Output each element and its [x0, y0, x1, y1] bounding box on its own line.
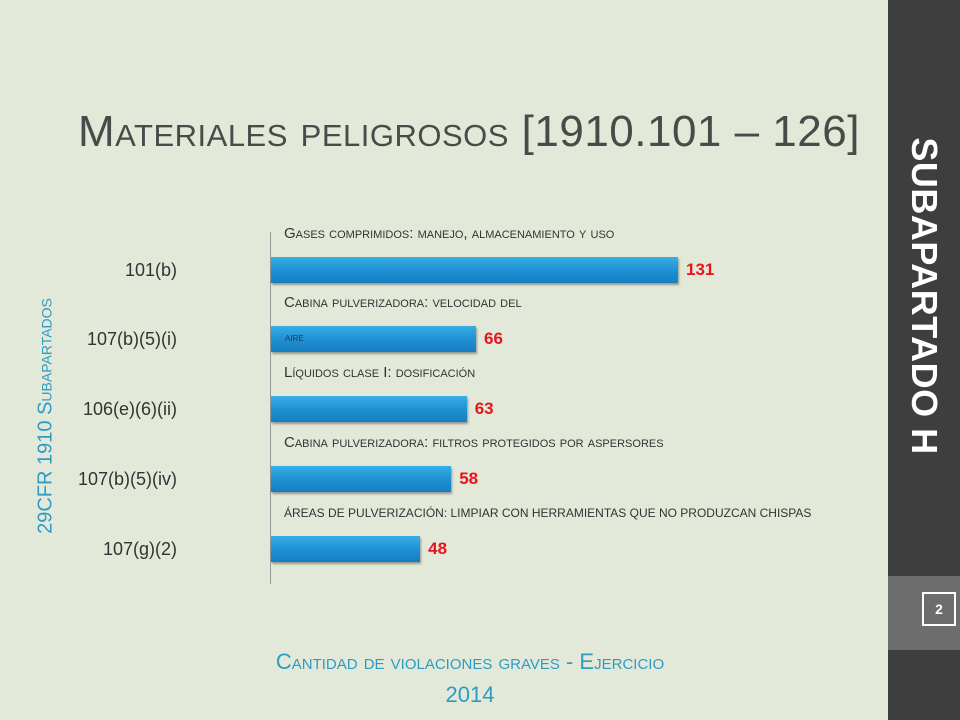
bar: [271, 257, 678, 283]
bar-value-label: 66: [484, 329, 503, 348]
category-axis-line: [270, 232, 271, 584]
bar: [271, 326, 477, 352]
category-label: 107(g)(2): [102, 539, 177, 559]
bar-value-label: 48: [428, 539, 448, 558]
footer: Cantidad de violaciones graves - Ejercic…: [190, 645, 750, 711]
bar-description: ÁREAS DE PULVERIZACIÓN: LIMPIAR CON HERR…: [284, 506, 812, 520]
category-label: 101(b): [124, 260, 177, 280]
bar-value-label: 63: [474, 399, 494, 418]
bar-description: Cabina pulverizadora: filtros protegidos…: [284, 434, 664, 451]
footer-year: 2014: [445, 682, 495, 707]
bar-description: Líquidos clase I: dosificación: [284, 364, 476, 381]
bar-value-label: 131: [686, 260, 715, 279]
violations-bar-chart: 101(b) 131 Gases comprimidos: manejo, alma…: [77, 225, 812, 584]
bar: [271, 466, 452, 492]
page-number: 2: [922, 592, 956, 626]
bar: [271, 396, 467, 422]
bar-description: Gases comprimidos: manejo, almacenamient…: [284, 225, 615, 242]
bar-description: Cabina pulverizadora: velocidad del: [284, 294, 522, 311]
side-bar: 2: [888, 0, 960, 720]
slide-title: Materiales peligrosos [1910.101 – 126]: [78, 107, 860, 156]
section-label: SUBAPARTADO H: [904, 137, 945, 455]
category-label: 107(b)(5)(i): [86, 329, 177, 349]
bar-value-label: 58: [459, 469, 479, 488]
bar-description-continuation: aire: [285, 332, 304, 344]
category-label: 106(e)(6)(ii): [82, 399, 177, 419]
bar: [271, 536, 421, 562]
footer-caption: Cantidad de violaciones graves - Ejercic…: [275, 649, 665, 674]
page-number-panel: 2: [888, 576, 960, 650]
category-label: 107(b)(5)(iv): [77, 469, 177, 489]
